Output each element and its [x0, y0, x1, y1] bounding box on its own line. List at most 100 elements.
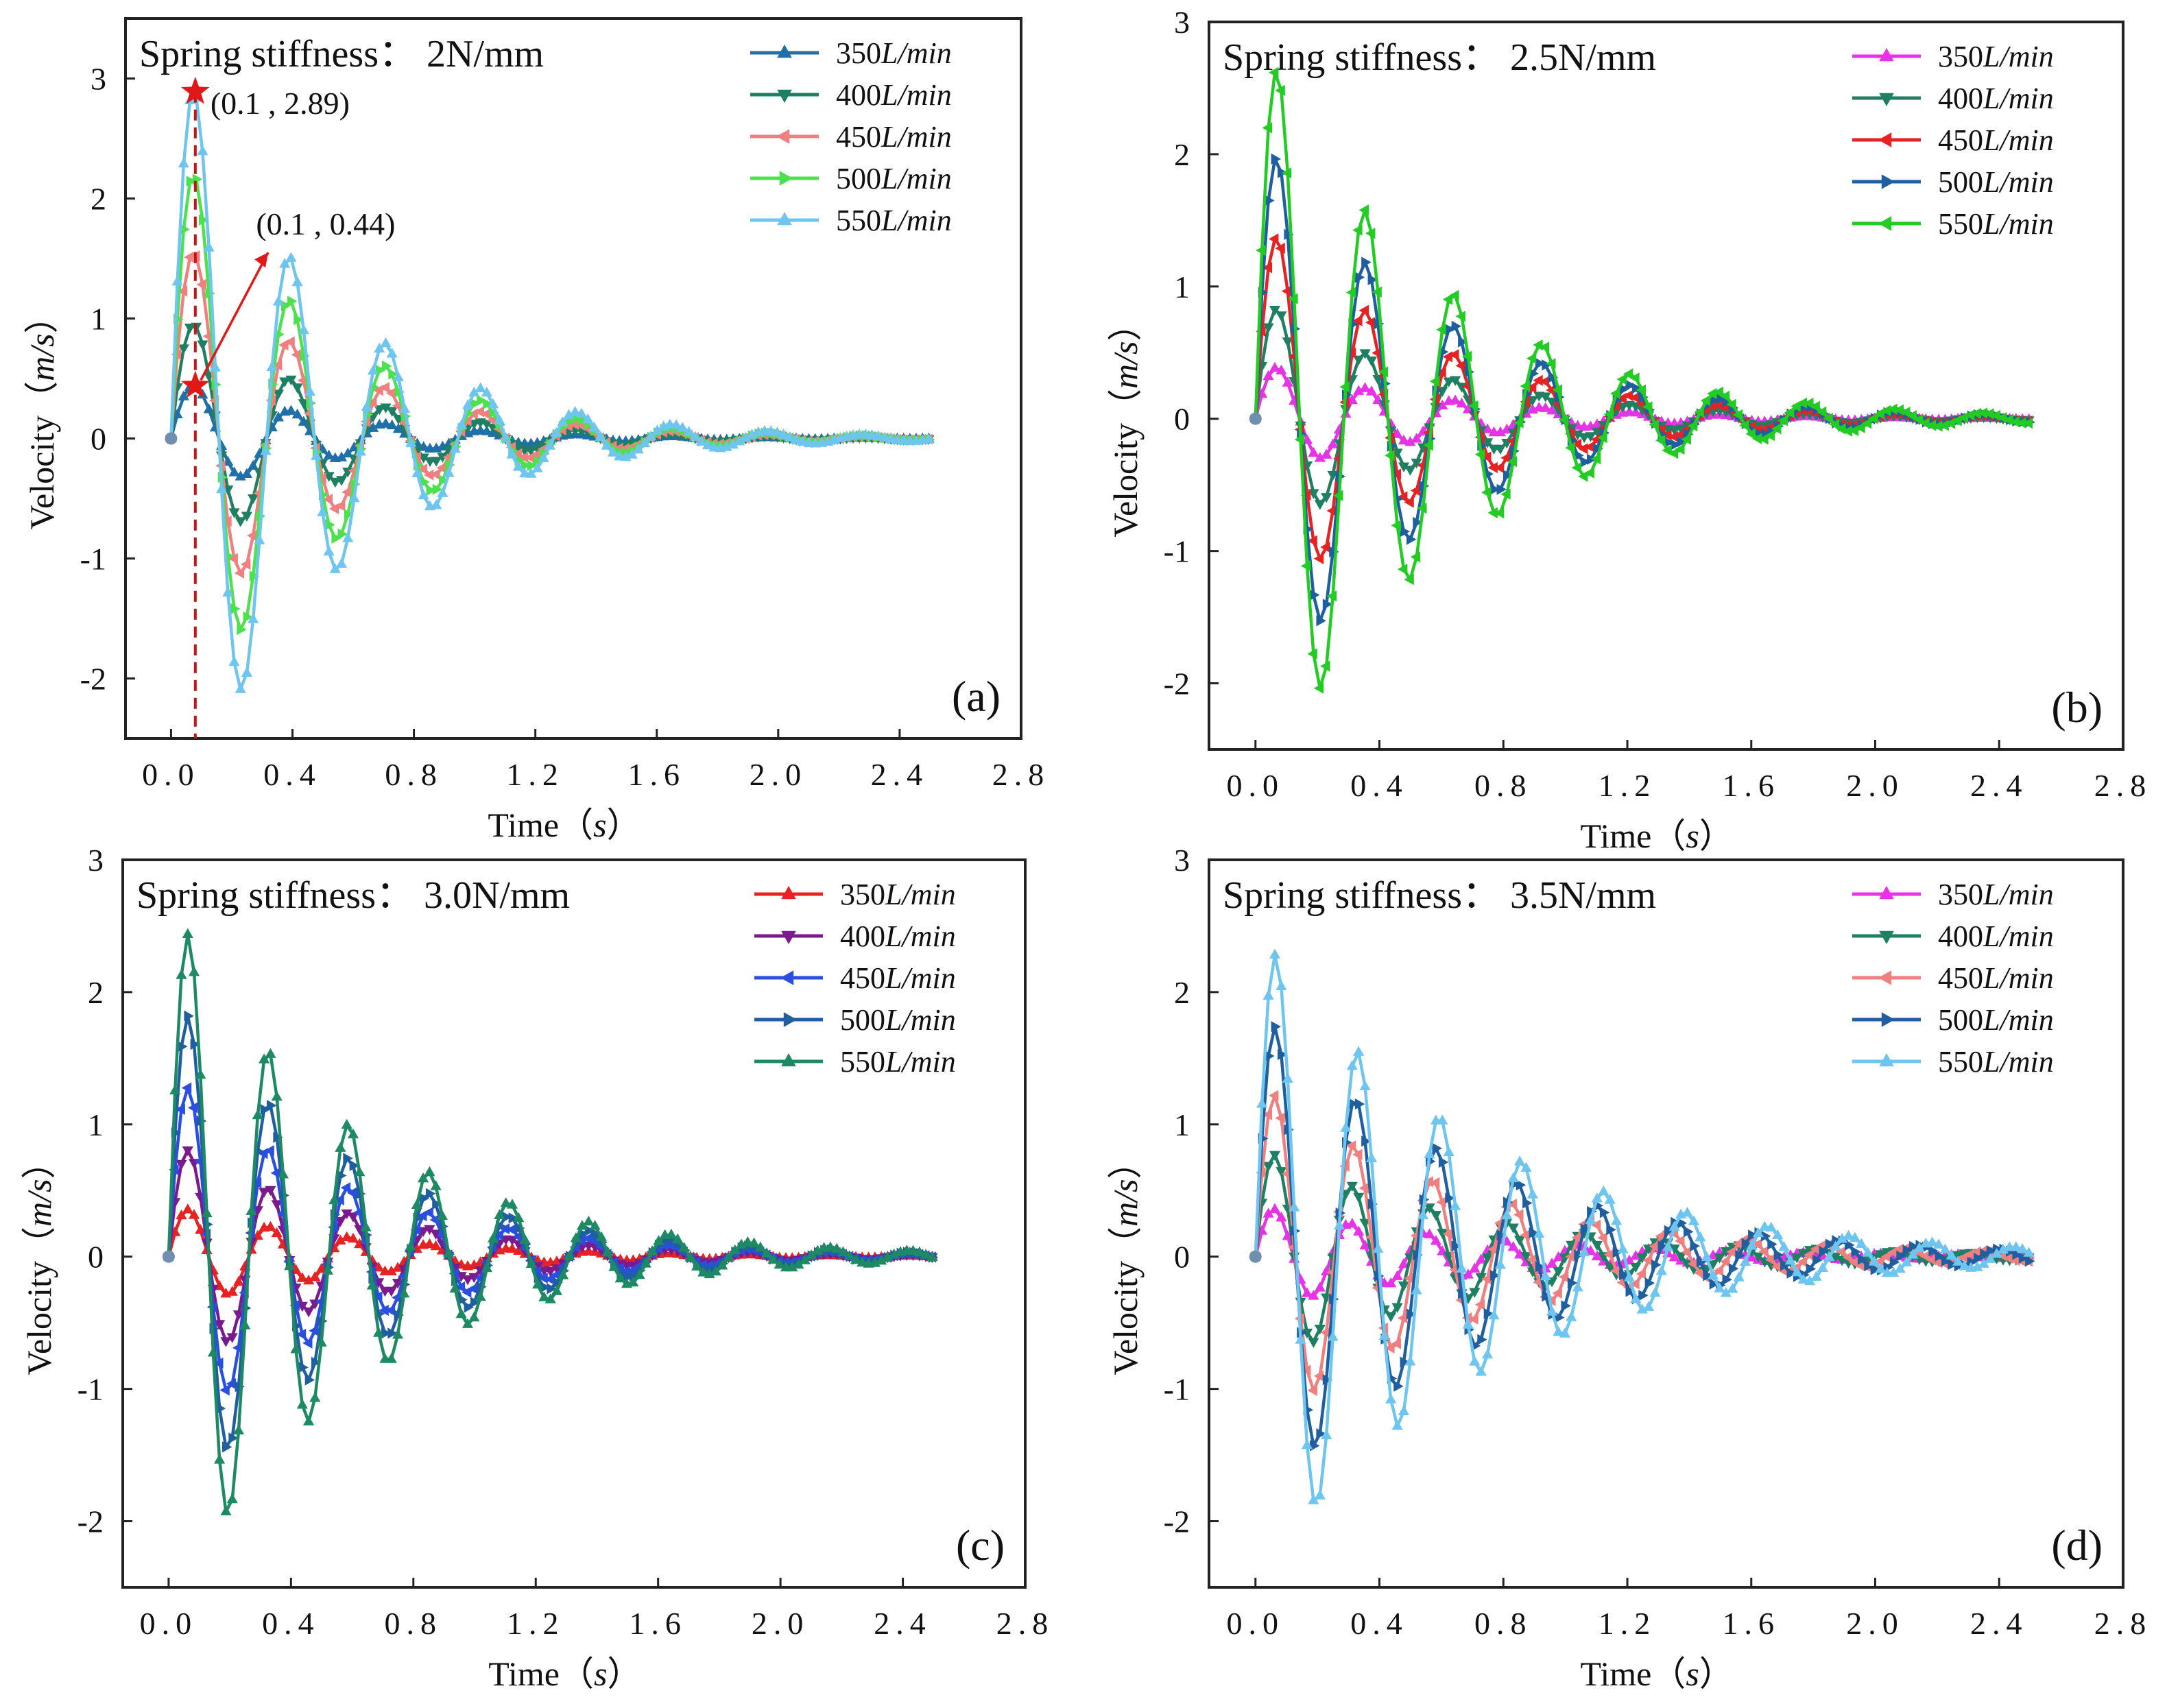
- data-point: [1411, 1284, 1422, 1295]
- data-point: [1361, 256, 1372, 268]
- data-point: [235, 470, 246, 481]
- panel-tag: (b): [2051, 683, 2103, 732]
- data-point: [812, 1244, 824, 1255]
- data-point: [1533, 1227, 1545, 1238]
- data-point: [178, 390, 189, 400]
- data-point: [1321, 1429, 1332, 1439]
- x-axis-unit: s: [594, 1655, 607, 1693]
- data-point: [1424, 1228, 1435, 1238]
- data-point: [1625, 379, 1636, 391]
- data-point: [697, 1266, 709, 1277]
- x-axis-title: Time（s）: [488, 1655, 641, 1693]
- data-point: [297, 374, 308, 386]
- data-point: [850, 1253, 862, 1264]
- data-point: [483, 398, 493, 409]
- x-axis-label: Time: [488, 1655, 560, 1693]
- data-point: [634, 1268, 645, 1279]
- data-point: [1681, 1260, 1693, 1270]
- data-point: [1445, 1192, 1455, 1204]
- legend-label: 500L/min: [836, 162, 952, 195]
- data-point: [1265, 195, 1275, 206]
- data-point: [1314, 452, 1326, 462]
- data-point: [1320, 1327, 1330, 1338]
- data-point: [1836, 1246, 1846, 1258]
- legend-marker: [777, 212, 792, 226]
- data-point: [392, 371, 404, 381]
- data-point: [178, 344, 189, 354]
- series-550: [1249, 67, 2033, 694]
- data-point: [499, 1223, 510, 1235]
- data-point: [1580, 1223, 1591, 1235]
- data-point: [385, 1353, 397, 1363]
- data-point: [1907, 1249, 1919, 1259]
- data-point: [1316, 615, 1326, 627]
- data-point: [291, 276, 303, 287]
- data-point: [1516, 1179, 1527, 1191]
- legend-value: 550: [1938, 207, 1983, 241]
- data-point: [1816, 406, 1827, 418]
- data-point: [1354, 1098, 1365, 1110]
- data-point: [632, 444, 644, 454]
- data-point: [1275, 84, 1285, 96]
- data-point: [1797, 1273, 1809, 1284]
- y-axis-label: Velocity: [20, 1261, 58, 1375]
- data-point: [1313, 1370, 1324, 1382]
- data-point: [337, 528, 348, 540]
- data-point: [432, 483, 443, 495]
- data-point: [1502, 470, 1513, 481]
- data-point: [621, 1265, 631, 1277]
- data-point: [322, 494, 333, 505]
- data-point: [1469, 1262, 1481, 1273]
- data-point: [1677, 436, 1688, 448]
- data-point: [222, 1441, 232, 1453]
- data-point: [1687, 420, 1698, 432]
- data-point: [1580, 456, 1591, 468]
- legend-label: 450L/min: [836, 120, 952, 154]
- data-point: [1358, 204, 1369, 216]
- data-point: [228, 655, 240, 666]
- data-point: [1745, 428, 1756, 440]
- x-tick-label: 0.8: [1474, 1606, 1533, 1641]
- data-point: [790, 433, 802, 444]
- legend-item-550: 550L/min: [750, 204, 952, 237]
- data-point: [568, 418, 579, 431]
- x-tick-label: 2.0: [1846, 768, 1904, 803]
- data-point: [1758, 433, 1769, 445]
- data-point: [1720, 1247, 1732, 1258]
- data-point: [1772, 1229, 1784, 1239]
- y-axis-unit: m/s: [1106, 341, 1145, 388]
- data-point: [525, 446, 537, 457]
- data-point: [551, 426, 562, 437]
- data-point: [462, 399, 474, 409]
- legend-item-550: 550L/min: [754, 1045, 956, 1079]
- data-point: [1494, 426, 1506, 437]
- data-point: [228, 466, 240, 477]
- data-point: [334, 1194, 344, 1205]
- data-point: [228, 508, 240, 518]
- data-point: [337, 1170, 347, 1181]
- data-point: [1909, 1240, 1919, 1252]
- data-point: [1668, 1220, 1680, 1231]
- data-point: [602, 1246, 614, 1256]
- data-point: [235, 683, 246, 693]
- spring-stiffness-title: Spring stiffness： 3.5N/mm: [1223, 874, 1656, 917]
- x-tick-label: 1.2: [1599, 1606, 1657, 1641]
- data-point: [704, 1268, 715, 1279]
- data-point: [1477, 1334, 1487, 1345]
- x-tick-label: 1.6: [1723, 768, 1781, 803]
- data-point: [347, 1212, 359, 1223]
- legend-label: 450L/min: [1938, 123, 2054, 157]
- data-point: [1571, 438, 1582, 450]
- data-point: [793, 1258, 804, 1269]
- data-point: [1629, 1278, 1640, 1290]
- data-point: [2017, 1243, 2028, 1253]
- data-point: [1629, 372, 1640, 384]
- data-point: [1819, 1245, 1829, 1258]
- data-point: [1591, 1250, 1603, 1261]
- data-point: [1526, 1254, 1537, 1266]
- series-line-350: [169, 385, 929, 479]
- legend-marker: [780, 970, 794, 985]
- data-point: [1972, 1261, 1983, 1271]
- x-axis-unit: s: [593, 806, 606, 844]
